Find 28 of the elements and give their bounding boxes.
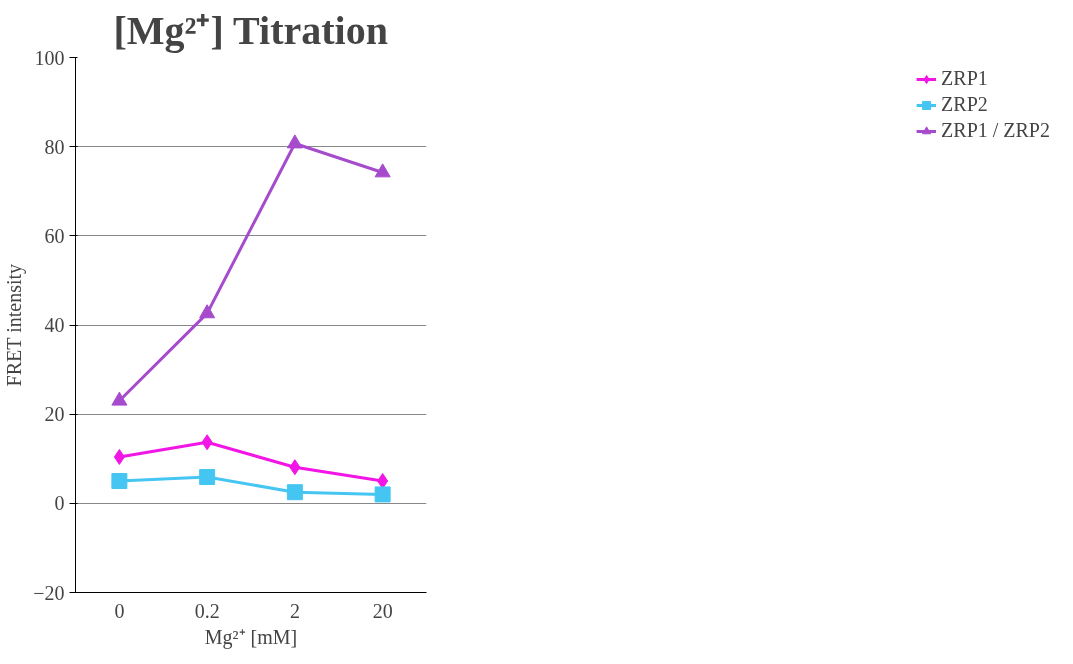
y-tick-label: 80 (44, 135, 65, 158)
x-tick-label: 0.2 (194, 599, 220, 622)
y-tick-label: 40 (44, 314, 65, 336)
point (111, 391, 128, 406)
y-tick-label: 60 (44, 224, 65, 247)
point (286, 134, 303, 149)
x-tick-label: 2 (289, 599, 300, 622)
y-tick-label: 100 (34, 46, 65, 69)
point (289, 459, 301, 476)
point (201, 434, 213, 451)
x-tick-label: 20 (372, 599, 393, 622)
point (286, 484, 303, 501)
legend-label: ZRP1 (941, 67, 988, 90)
y-tick-label: 0 (54, 492, 65, 515)
legend-label: ZRP2 (941, 93, 988, 116)
y-tick-label: −20 (33, 581, 65, 604)
legend-label: ZRP1 / ZRP2 (941, 119, 1050, 142)
x-axis-title: Mg²⁺ [mM] (204, 625, 298, 649)
point (111, 473, 128, 490)
point (199, 304, 216, 319)
point (199, 469, 216, 486)
x-tick-label: 0 (114, 599, 125, 622)
point (113, 448, 125, 465)
y-axis-title: FRET intensity (3, 263, 27, 387)
point (374, 163, 391, 178)
y-tick-label: 20 (44, 403, 65, 426)
chart-title: [Mg²⁺] Titration (113, 7, 388, 53)
point (374, 486, 391, 503)
